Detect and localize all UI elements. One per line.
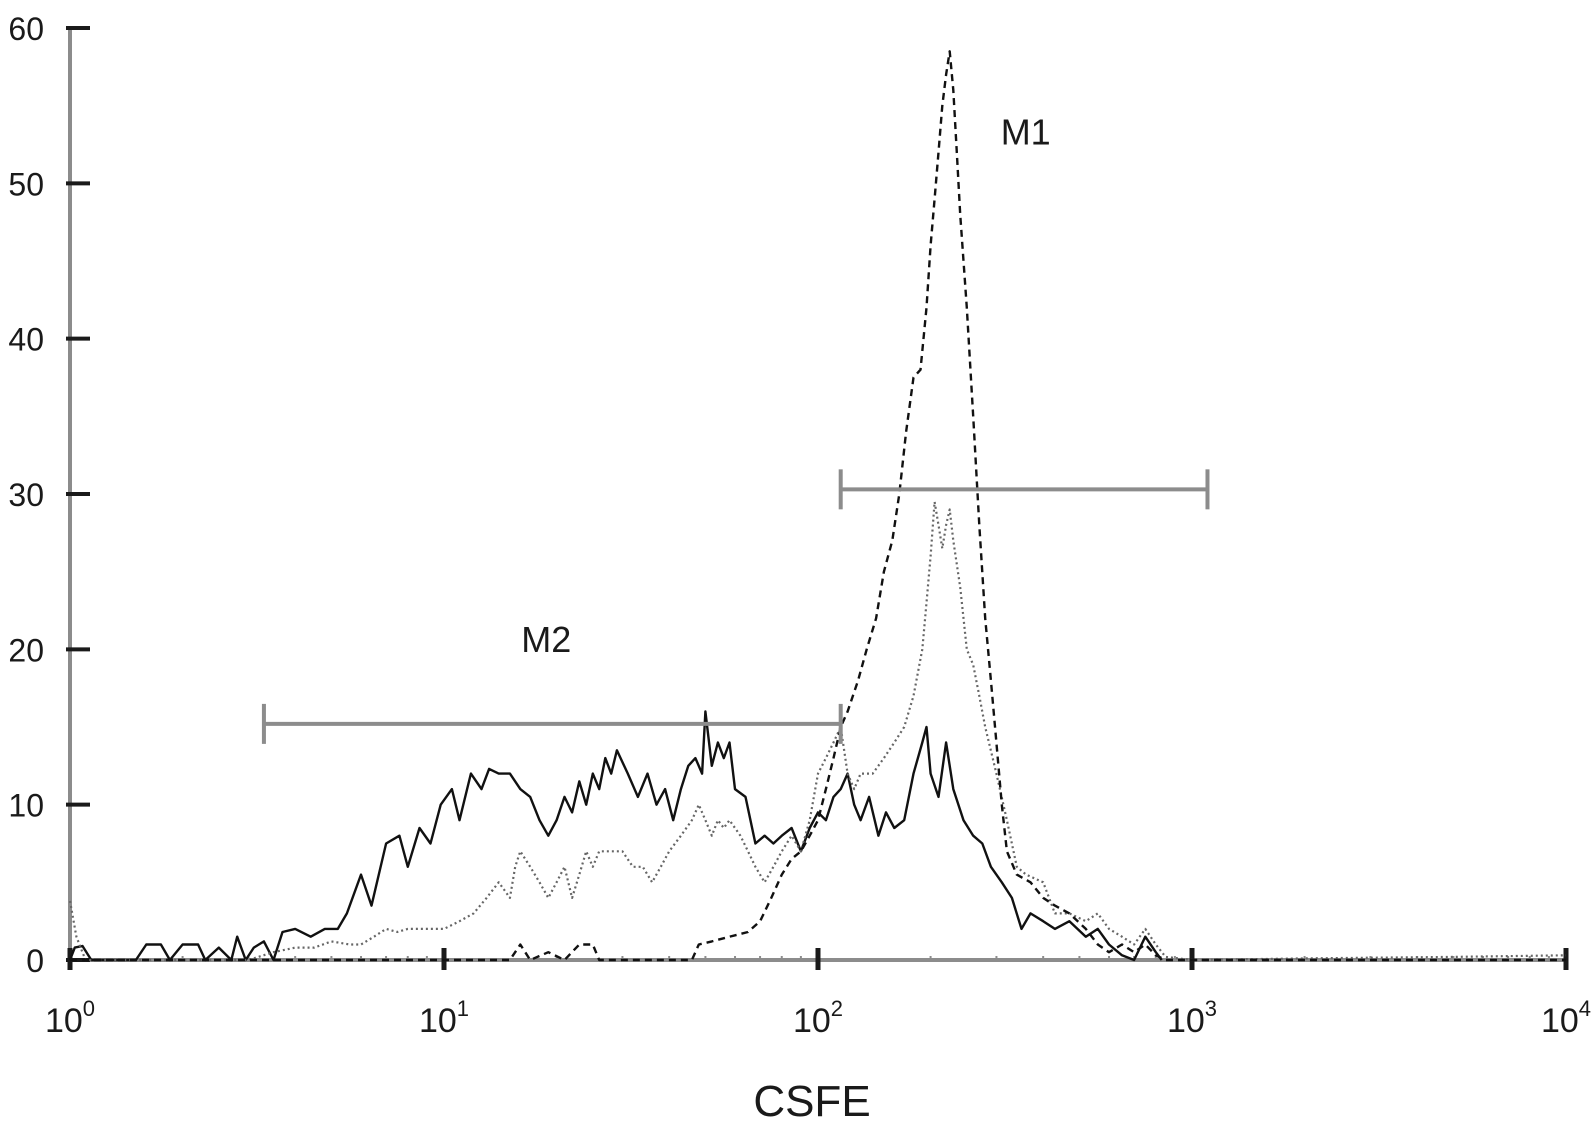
y-tick-label: 60	[8, 11, 44, 47]
marker-m1	[838, 469, 1210, 510]
marker-label-m1: M1	[1001, 111, 1051, 152]
x-tick-label: 102	[793, 996, 843, 1040]
marker-label-m2: M2	[521, 619, 571, 660]
x-tick-label: 103	[1167, 996, 1217, 1040]
x-tick-label: 101	[419, 996, 469, 1040]
y-tick-label: 30	[8, 477, 44, 513]
x-tick-label: 100	[45, 996, 95, 1040]
gate-markers: M1 M2	[261, 111, 1210, 744]
series-lines	[68, 50, 1567, 962]
axes	[68, 26, 1566, 962]
x-axis-label: CSFE	[753, 1077, 870, 1126]
series-dotted-line	[68, 500, 1567, 962]
y-tick-label: 40	[8, 322, 44, 358]
y-tick-label: 20	[8, 632, 44, 668]
y-tick-label: 50	[8, 166, 44, 202]
series-solid-line	[68, 710, 1163, 962]
series-dashed-line	[70, 50, 1566, 962]
axis-ticks: 0 10 20 30 40 50 60 100 101 102 103 104	[8, 11, 1591, 1040]
y-tick-label: 10	[8, 788, 44, 824]
y-tick-label: 0	[26, 943, 44, 979]
x-tick-label: 104	[1541, 996, 1591, 1040]
marker-m2	[261, 703, 843, 744]
